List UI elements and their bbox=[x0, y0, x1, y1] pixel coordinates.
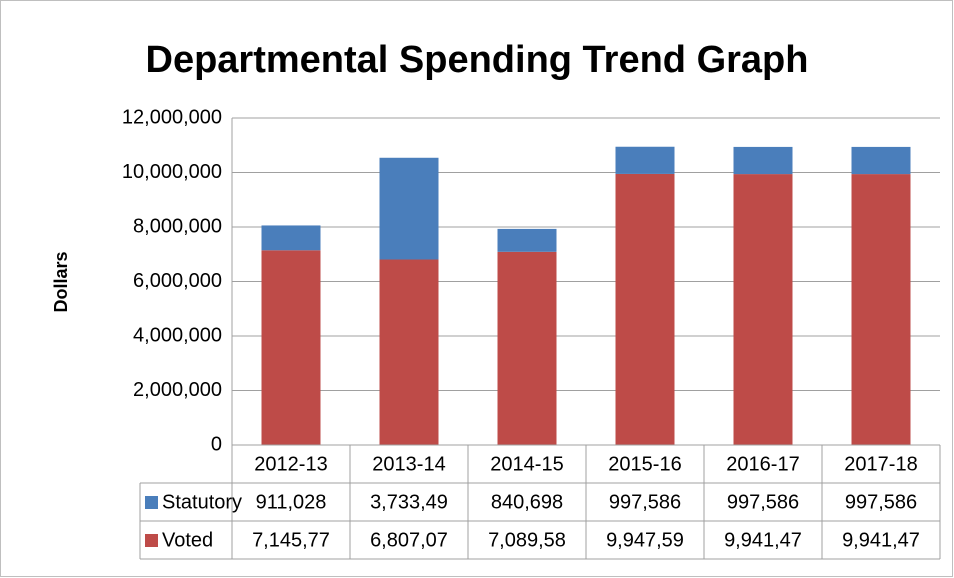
legend-label: Statutory bbox=[162, 491, 242, 513]
bar-segment bbox=[851, 146, 911, 175]
data-label: 6,807,07 bbox=[370, 529, 448, 551]
legend-swatch bbox=[145, 496, 158, 509]
y-tick-label: 6,000,000 bbox=[133, 270, 222, 292]
y-tick-label: 12,000,000 bbox=[122, 106, 222, 128]
data-label: 840,698 bbox=[491, 491, 563, 513]
x-tick-label: 2016-17 bbox=[726, 453, 799, 475]
legend-swatch bbox=[145, 534, 158, 547]
y-tick-label: 4,000,000 bbox=[133, 324, 222, 346]
y-tick-label: 10,000,000 bbox=[122, 161, 222, 183]
bar-segment bbox=[261, 225, 321, 251]
y-tick-label: 0 bbox=[211, 433, 222, 455]
data-label: 911,028 bbox=[256, 491, 327, 513]
data-label: 9,941,47 bbox=[842, 529, 920, 551]
x-tick-label: 2017-18 bbox=[844, 453, 917, 475]
bar-segment bbox=[261, 250, 321, 445]
y-axis-label: Dollars bbox=[51, 251, 71, 312]
bar-segment bbox=[851, 174, 911, 445]
x-tick-label: 2014-15 bbox=[490, 453, 563, 475]
y-tick-label: 8,000,000 bbox=[133, 215, 222, 237]
bar-segment bbox=[379, 259, 439, 445]
data-label: 9,947,59 bbox=[606, 529, 684, 551]
bar-segment bbox=[615, 146, 675, 174]
x-tick-label: 2015-16 bbox=[608, 453, 681, 475]
legend-label: Voted bbox=[162, 529, 213, 551]
bar-segment bbox=[615, 173, 675, 446]
data-label: 997,586 bbox=[609, 491, 681, 513]
data-label: 3,733,49 bbox=[370, 491, 448, 513]
data-label: 997,586 bbox=[727, 491, 799, 513]
data-label: 7,145,77 bbox=[252, 529, 330, 551]
bar-segment bbox=[497, 228, 557, 252]
bar-segment bbox=[733, 174, 793, 445]
chart-title: Departmental Spending Trend Graph bbox=[146, 39, 809, 81]
bar-segment bbox=[733, 146, 793, 175]
x-tick-label: 2012-13 bbox=[254, 453, 327, 475]
data-label: 9,941,47 bbox=[724, 529, 802, 551]
bar-segment bbox=[379, 157, 439, 260]
y-tick-label: 2,000,000 bbox=[133, 379, 222, 401]
data-label: 997,586 bbox=[845, 491, 917, 513]
bar-segment bbox=[497, 251, 557, 445]
x-tick-label: 2013-14 bbox=[372, 453, 445, 475]
data-label: 7,089,58 bbox=[488, 529, 566, 551]
